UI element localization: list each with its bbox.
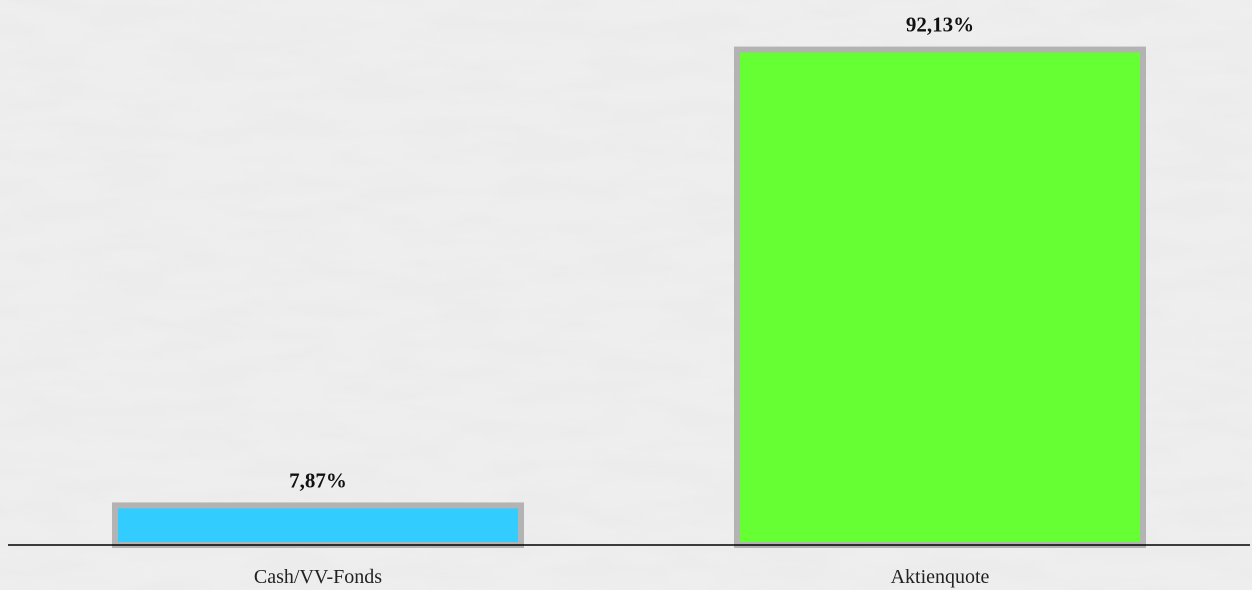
x-tick-label-0: Cash/VV-Fonds bbox=[254, 566, 382, 588]
data-label-1: 92,13% bbox=[906, 13, 974, 37]
bar-1 bbox=[737, 50, 1143, 545]
bar-0 bbox=[115, 505, 521, 545]
data-label-0: 7,87% bbox=[289, 468, 347, 492]
x-tick-label-1: Aktienquote bbox=[891, 566, 990, 588]
